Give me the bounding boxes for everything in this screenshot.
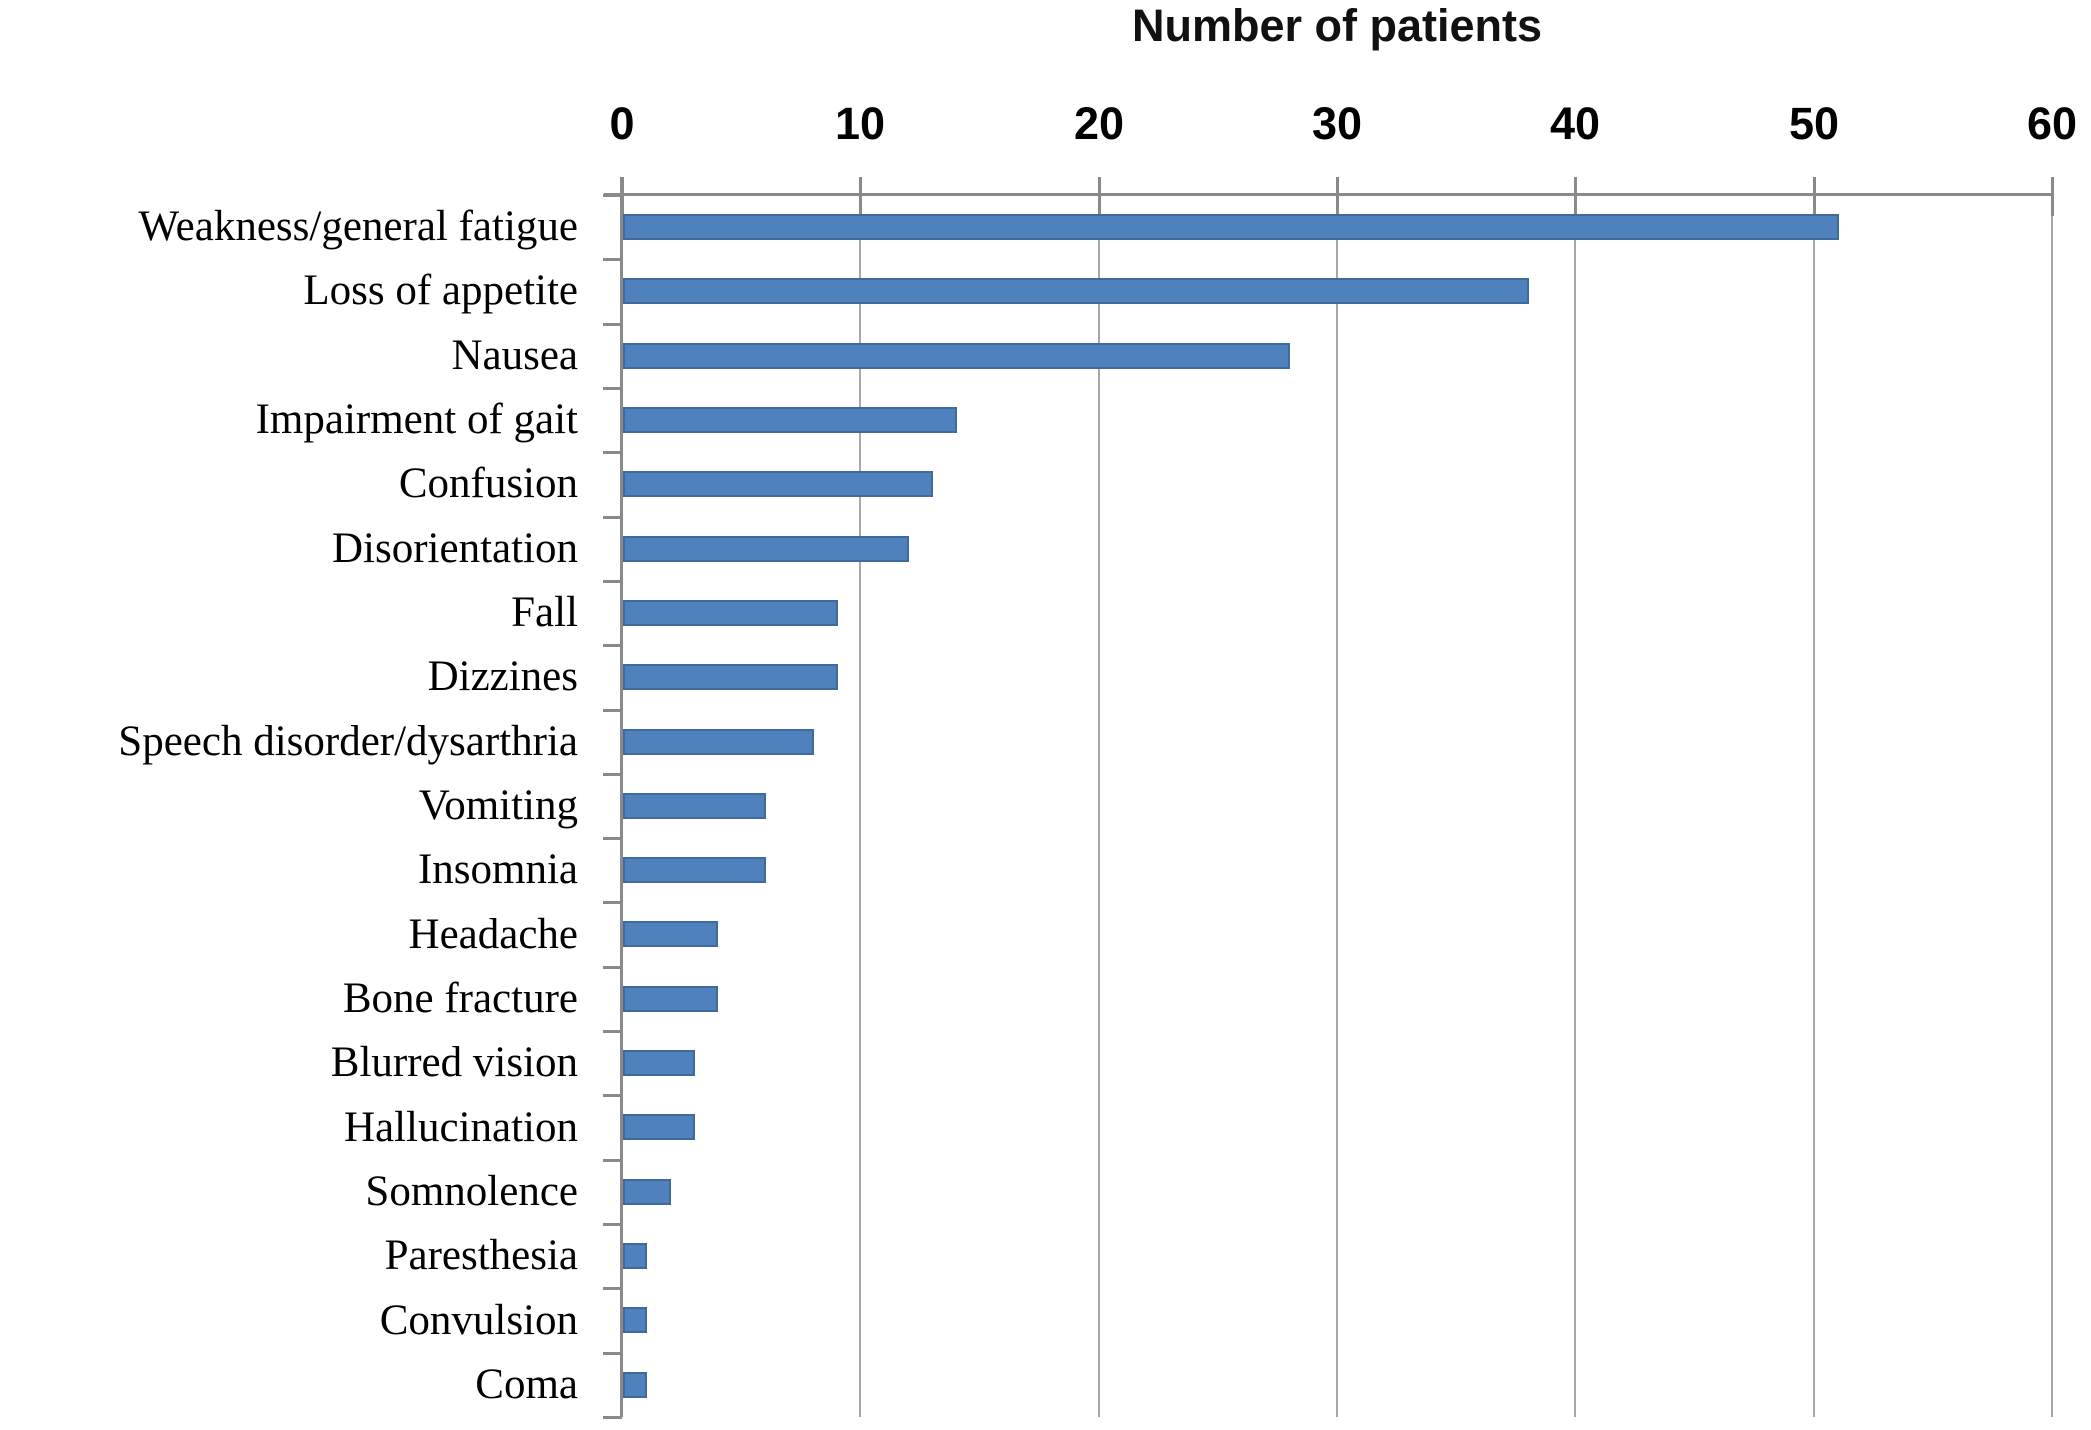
y-tick <box>603 194 622 197</box>
category-label: Bone fracture <box>342 975 578 1022</box>
y-tick <box>603 323 622 326</box>
category-label: Weakness/general fatigue <box>138 203 578 250</box>
bar <box>623 214 1839 240</box>
bar <box>623 1050 695 1076</box>
y-tick <box>603 1094 622 1097</box>
bar <box>623 1179 671 1205</box>
y-tick <box>603 1352 622 1355</box>
category-label: Blurred vision <box>330 1039 578 1086</box>
y-tick <box>603 901 622 904</box>
y-tick <box>603 580 622 583</box>
category-label: Vomiting <box>418 782 578 829</box>
category-label: Headache <box>408 911 578 958</box>
bar <box>623 1243 647 1269</box>
gridline <box>1098 195 1100 1417</box>
category-label: Loss of appetite <box>303 267 578 314</box>
gridline <box>1336 195 1338 1417</box>
category-label: Coma <box>475 1361 578 1408</box>
x-tick-label: 10 <box>834 98 886 149</box>
y-tick <box>603 1030 622 1033</box>
bar <box>623 1307 647 1333</box>
category-label: Fall <box>511 589 578 636</box>
y-tick <box>603 966 622 969</box>
bar <box>623 407 957 433</box>
x-tick <box>1336 177 1339 216</box>
y-tick <box>603 1223 622 1226</box>
bar <box>623 986 718 1012</box>
gridline <box>2051 195 2053 1417</box>
category-label: Nausea <box>451 332 578 379</box>
x-tick-label: 50 <box>1788 98 1840 149</box>
y-tick <box>603 387 622 390</box>
bar <box>623 536 909 562</box>
x-tick <box>1813 177 1816 216</box>
gridline <box>859 195 861 1417</box>
y-tick <box>603 1287 622 1290</box>
y-tick <box>603 451 622 454</box>
bar <box>623 729 814 755</box>
y-tick <box>603 773 622 776</box>
x-tick <box>1574 177 1577 216</box>
x-tick <box>859 177 862 216</box>
y-tick <box>603 837 622 840</box>
y-tick <box>603 258 622 261</box>
x-tick-label: 20 <box>1073 98 1125 149</box>
x-tick-label: 60 <box>2026 98 2078 149</box>
bar <box>623 1372 647 1398</box>
y-tick <box>603 709 622 712</box>
category-label: Confusion <box>398 460 578 507</box>
y-tick <box>603 1416 622 1419</box>
category-label: Speech disorder/dysarthria <box>118 718 578 765</box>
gridline <box>1574 195 1576 1417</box>
bar <box>623 857 766 883</box>
category-label: Hallucination <box>343 1104 578 1151</box>
category-label: Dizzines <box>427 653 578 700</box>
gridline <box>1813 195 1815 1417</box>
y-tick <box>603 644 622 647</box>
bar <box>623 1114 695 1140</box>
category-label: Somnolence <box>365 1168 578 1215</box>
x-tick-label: 0 <box>609 98 635 149</box>
category-label: Insomnia <box>417 846 578 893</box>
bar <box>623 278 1529 304</box>
x-axis-line <box>604 193 2054 196</box>
category-label: Impairment of gait <box>255 396 578 443</box>
bar <box>623 471 933 497</box>
x-tick <box>1098 177 1101 216</box>
chart-title: Number of patients <box>1131 0 1543 51</box>
x-tick <box>2051 177 2054 216</box>
bar <box>623 921 718 947</box>
y-tick <box>603 516 622 519</box>
category-label: Convulsion <box>379 1297 578 1344</box>
category-label: Disorientation <box>331 525 578 572</box>
bar <box>623 664 838 690</box>
bar <box>623 793 766 819</box>
bar <box>623 600 838 626</box>
x-tick-label: 30 <box>1311 98 1363 149</box>
y-tick <box>603 1159 622 1162</box>
bar <box>623 343 1290 369</box>
x-tick-label: 40 <box>1549 98 1601 149</box>
y-axis-line <box>620 177 623 1417</box>
category-label: Paresthesia <box>384 1232 578 1279</box>
